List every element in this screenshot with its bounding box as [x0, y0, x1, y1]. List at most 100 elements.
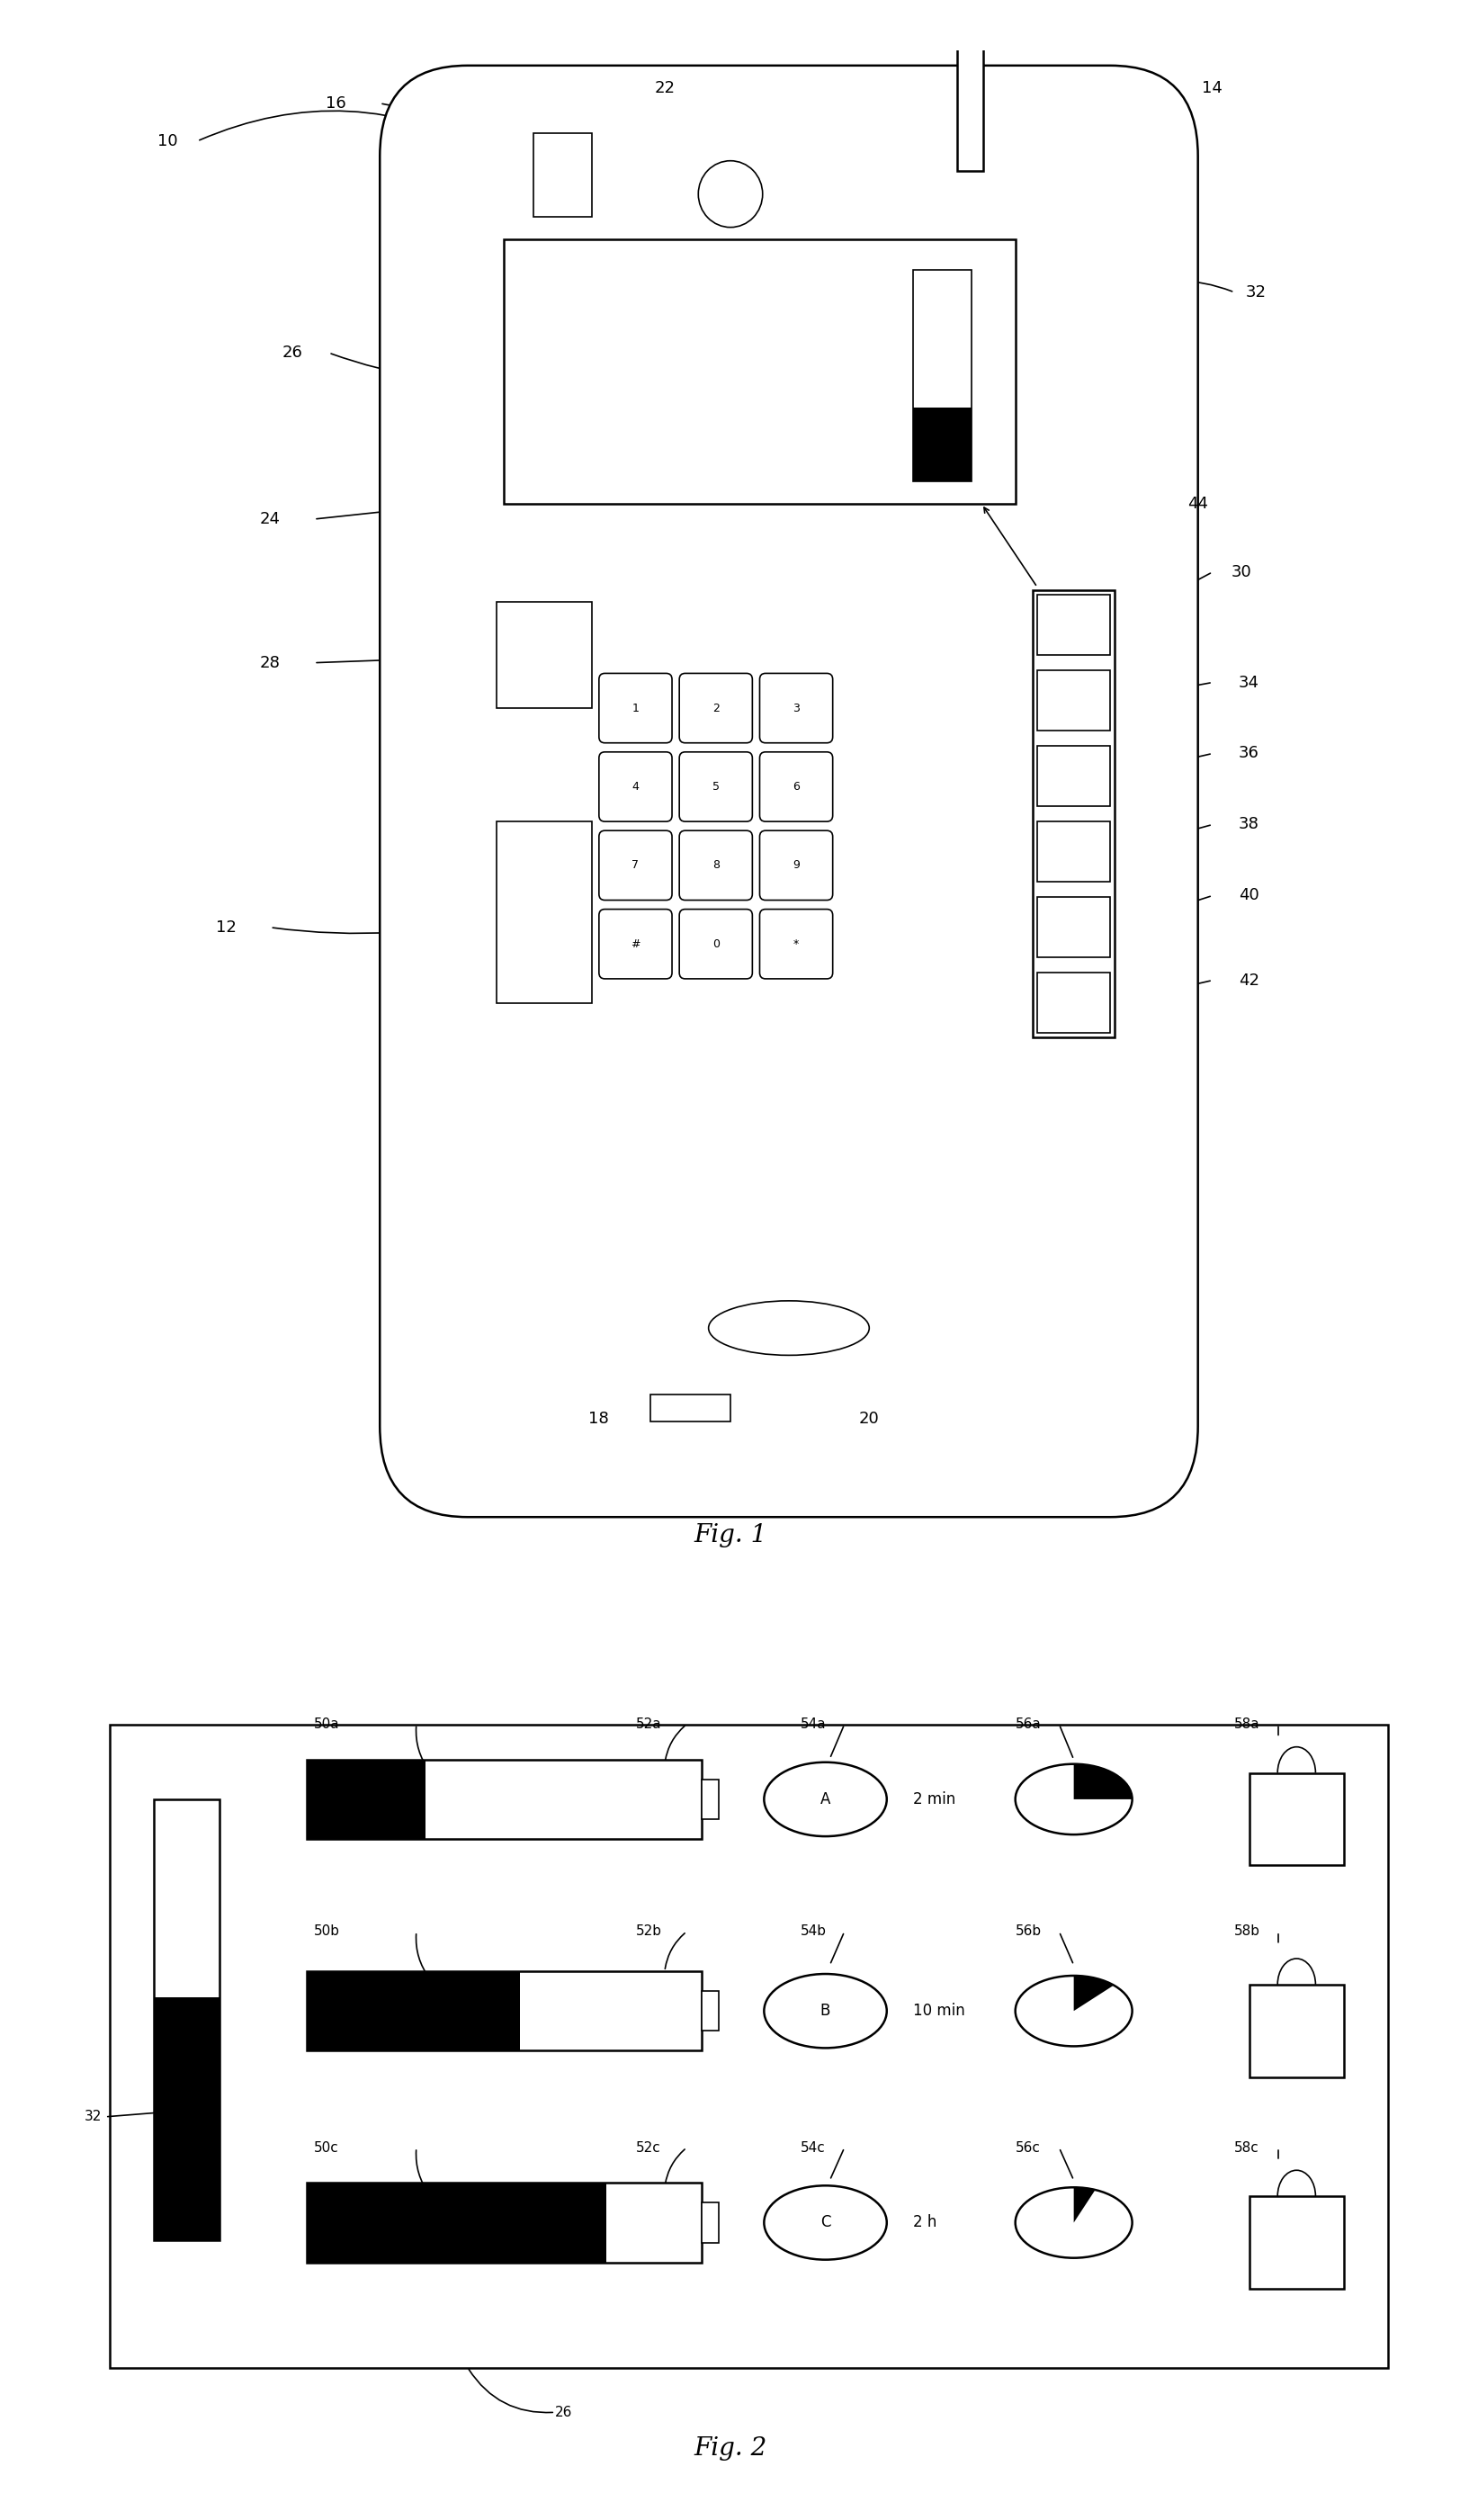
Text: 44: 44 [1187, 496, 1207, 512]
Bar [307, 1971, 701, 2051]
Wedge shape [1073, 1976, 1113, 2011]
Bar [1248, 1986, 1343, 2076]
Bar [307, 1759, 701, 1840]
Text: 52c: 52c [635, 2142, 660, 2155]
FancyBboxPatch shape [679, 832, 752, 900]
FancyBboxPatch shape [679, 910, 752, 978]
Bar [1037, 897, 1110, 958]
Text: 56c: 56c [1015, 2142, 1040, 2155]
FancyBboxPatch shape [380, 66, 1197, 1517]
Bar [1037, 822, 1110, 882]
Text: 32: 32 [85, 2109, 102, 2124]
Bar [1248, 1774, 1343, 1865]
Text: 1: 1 [632, 703, 638, 713]
Bar [1037, 595, 1110, 655]
Bar [912, 270, 971, 481]
FancyBboxPatch shape [759, 832, 832, 900]
Text: 50c: 50c [314, 2142, 339, 2155]
Text: 8: 8 [712, 859, 718, 872]
Circle shape [1015, 1976, 1132, 2046]
Text: 38: 38 [1238, 816, 1259, 832]
FancyBboxPatch shape [599, 832, 672, 900]
Bar [153, 1799, 219, 2240]
Bar [307, 1971, 520, 2051]
Text: 50b: 50b [314, 1925, 340, 1938]
Bar [701, 2202, 718, 2243]
Wedge shape [1073, 2187, 1095, 2223]
FancyBboxPatch shape [599, 910, 672, 978]
Text: 22: 22 [654, 81, 675, 96]
Bar [1037, 746, 1110, 806]
Text: 0: 0 [712, 937, 718, 950]
Text: 28: 28 [260, 655, 280, 670]
Text: 6: 6 [793, 781, 799, 794]
Text: 58a: 58a [1234, 1719, 1260, 1731]
Text: 14: 14 [1202, 81, 1222, 96]
Text: 34: 34 [1238, 675, 1259, 690]
FancyBboxPatch shape [599, 751, 672, 822]
Wedge shape [1073, 1764, 1132, 1799]
Ellipse shape [708, 1300, 869, 1356]
Text: 18: 18 [588, 1411, 609, 1426]
Text: 7: 7 [632, 859, 638, 872]
Circle shape [1015, 1764, 1132, 1835]
Text: 10: 10 [158, 134, 178, 149]
Text: 36: 36 [1238, 746, 1259, 761]
Text: 56b: 56b [1015, 1925, 1041, 1938]
FancyBboxPatch shape [599, 673, 672, 743]
Text: 4: 4 [632, 781, 638, 794]
Text: 3: 3 [793, 703, 799, 713]
Bar [504, 239, 1015, 504]
Bar [533, 134, 591, 217]
Bar [307, 2182, 606, 2263]
Text: #: # [631, 937, 639, 950]
Text: 16: 16 [326, 96, 346, 111]
Text: 24: 24 [260, 512, 280, 527]
FancyBboxPatch shape [679, 673, 752, 743]
Text: B: B [819, 2003, 831, 2019]
Bar [496, 822, 591, 1003]
Text: 56a: 56a [1015, 1719, 1041, 1731]
Text: 2 min: 2 min [912, 1792, 955, 1807]
Text: Fig. 1: Fig. 1 [694, 1522, 767, 1547]
Text: 20: 20 [858, 1411, 879, 1426]
Text: A: A [819, 1792, 831, 1807]
Bar [307, 1759, 425, 1840]
Bar [701, 1991, 718, 2031]
Bar [496, 602, 591, 708]
Text: 40: 40 [1238, 887, 1259, 905]
Circle shape [1015, 2187, 1132, 2258]
Text: 2 h: 2 h [912, 2215, 936, 2230]
Text: 52a: 52a [635, 1719, 661, 1731]
Bar [153, 1998, 219, 2240]
Text: 12: 12 [216, 920, 237, 935]
Bar [1248, 2197, 1343, 2288]
Text: 2: 2 [712, 703, 718, 713]
FancyBboxPatch shape [679, 751, 752, 822]
Bar [1037, 670, 1110, 731]
FancyBboxPatch shape [759, 673, 832, 743]
FancyBboxPatch shape [759, 910, 832, 978]
Bar [110, 1724, 1387, 2369]
Bar [1032, 590, 1114, 1038]
Text: 52b: 52b [635, 1925, 661, 1938]
Text: Fig. 2: Fig. 2 [694, 2437, 767, 2460]
Text: 58c: 58c [1234, 2142, 1259, 2155]
Text: 26: 26 [555, 2407, 572, 2419]
Text: 10 min: 10 min [912, 2003, 965, 2019]
Text: 54c: 54c [800, 2142, 825, 2155]
Text: 26: 26 [282, 345, 302, 360]
Bar [912, 408, 971, 481]
Text: 54b: 54b [800, 1925, 826, 1938]
Text: 9: 9 [793, 859, 799, 872]
Bar [956, 43, 983, 171]
FancyBboxPatch shape [759, 751, 832, 822]
Text: 54a: 54a [800, 1719, 826, 1731]
Bar [650, 1394, 730, 1421]
Text: 32: 32 [1245, 285, 1266, 300]
Text: 58b: 58b [1234, 1925, 1260, 1938]
Bar [1037, 973, 1110, 1033]
Text: 30: 30 [1231, 564, 1251, 580]
Text: *: * [793, 937, 799, 950]
Bar [307, 2182, 701, 2263]
